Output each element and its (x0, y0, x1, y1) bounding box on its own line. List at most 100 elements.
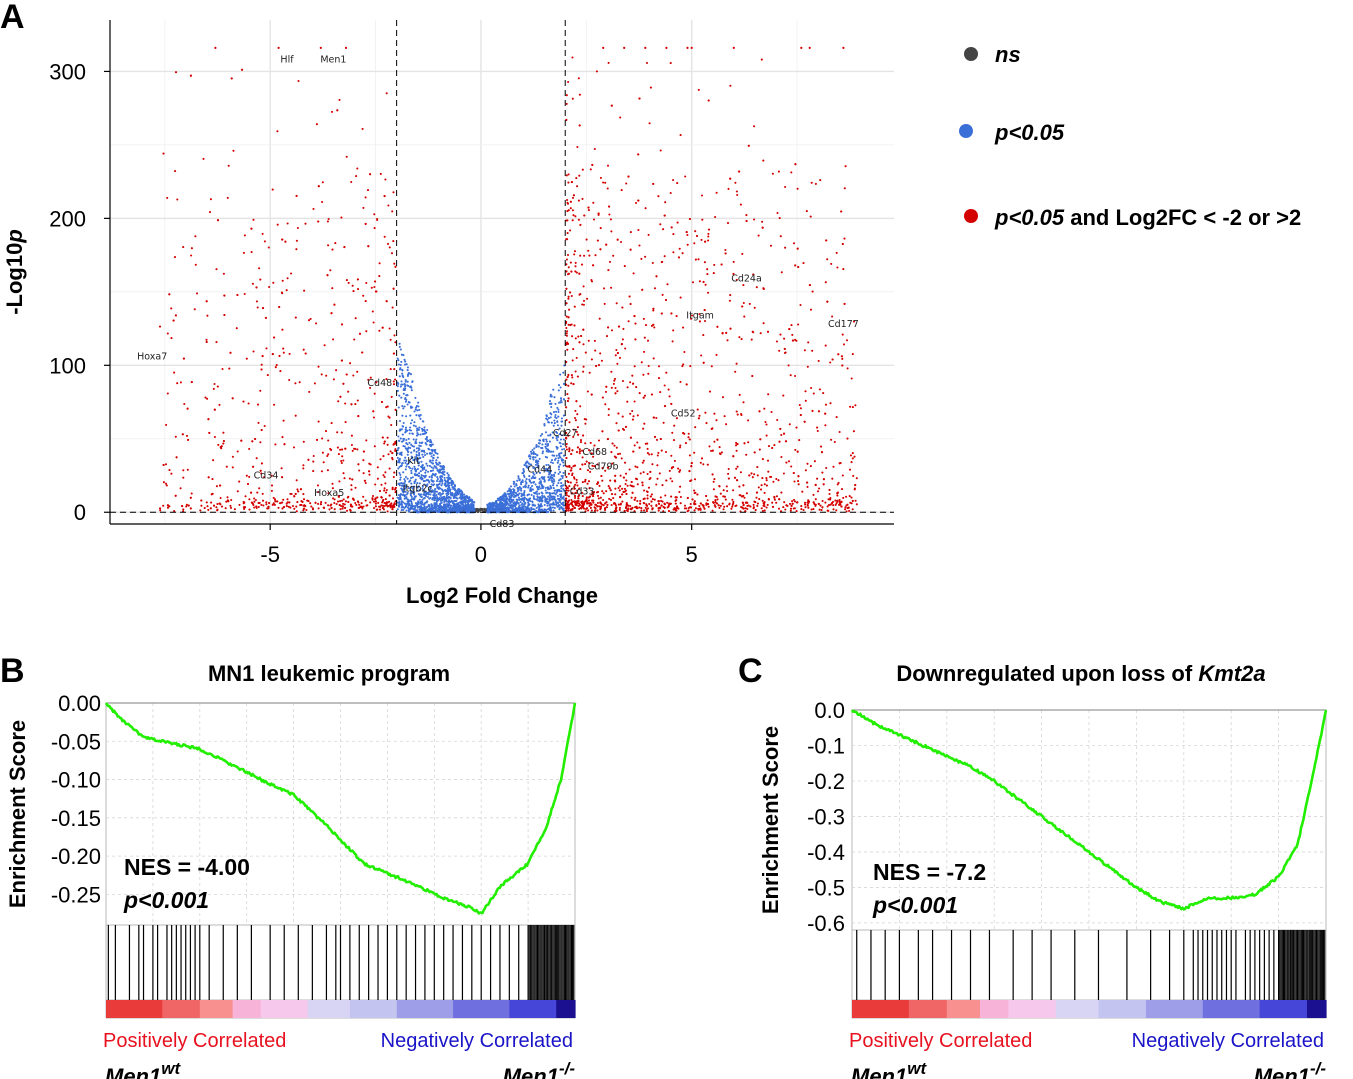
volcano-point-sig (398, 471, 401, 475)
volcano-point-sigfc (671, 466, 674, 469)
volcano-point-sigfc (587, 249, 590, 252)
volcano-point-sig (537, 460, 540, 463)
volcano-point-sigfc (185, 434, 189, 437)
volcano-point-sigfc (697, 88, 700, 91)
volcano-point-sigfc (248, 447, 251, 450)
volcano-point-sigfc (577, 335, 580, 338)
volcano-point-sigfc (568, 308, 571, 311)
volcano-point-sigfc (182, 469, 185, 472)
volcano-point-sigfc (827, 498, 830, 501)
volcano-point-sigfc (248, 475, 251, 478)
volcano-point-sig (557, 389, 560, 392)
volcano-point-sig (424, 495, 428, 498)
volcano-point-sigfc (384, 471, 387, 474)
volcano-point-sig (508, 487, 511, 490)
volcano-point-sigfc (653, 326, 656, 329)
volcano-point-sigfc (756, 504, 759, 507)
volcano-point-sigfc (832, 465, 835, 468)
volcano-point-sigfc (221, 367, 224, 371)
volcano-point-sigfc (368, 462, 371, 465)
volcano-point-sig (513, 503, 516, 506)
volcano-point-sig (530, 506, 533, 509)
volcano-point-sig (410, 469, 413, 472)
volcano-point-sig (547, 421, 551, 424)
volcano-point-sigfc (610, 370, 613, 373)
volcano-point-sigfc (794, 374, 797, 378)
volcano-point-sigfc (852, 474, 855, 477)
volcano-point-sig (431, 489, 434, 492)
volcano-point-sig (401, 490, 404, 493)
volcano-point-sig (399, 363, 402, 367)
volcano-point-sigfc (824, 403, 828, 406)
volcano-point-sigfc (220, 445, 223, 448)
volcano-point-sigfc (255, 457, 258, 460)
volcano-point-sigfc (817, 359, 820, 362)
volcano-point-sig (410, 482, 413, 485)
volcano-point-sigfc (720, 451, 723, 454)
volcano-point-sigfc (715, 419, 718, 422)
volcano-point-sigfc (602, 492, 605, 495)
volcano-point-sig (508, 496, 511, 500)
volcano-point-sig (527, 462, 530, 465)
volcano-point-sigfc (790, 171, 793, 174)
volcano-point-sigfc (225, 465, 228, 468)
volcano-point-sigfc (182, 476, 185, 479)
volcano-point-sigfc (836, 266, 839, 269)
volcano-point-sigfc (568, 464, 571, 467)
volcano-point-sigfc (215, 485, 218, 488)
volcano-point-sigfc (742, 301, 745, 305)
volcano-point-sigfc (669, 477, 672, 480)
volcano-point-sig (543, 423, 546, 426)
volcano-point-sigfc (770, 410, 773, 414)
volcano-point-sigfc (607, 408, 610, 411)
volcano-point-sigfc (327, 504, 330, 507)
volcano-point-sigfc (364, 196, 367, 199)
volcano-point-sig (560, 507, 564, 510)
volcano-point-sigfc (851, 457, 854, 460)
volcano-point-sigfc (260, 363, 263, 366)
volcano-point-sigfc (594, 254, 597, 257)
volcano-point-sigfc (763, 505, 766, 508)
volcano-point-sigfc (607, 485, 610, 488)
volcano-point-sigfc (807, 506, 810, 509)
volcano-point-sig (420, 495, 423, 499)
volcano-point-sig (506, 490, 509, 493)
volcano-point-sig (551, 436, 554, 439)
volcano-point-sig (397, 467, 400, 470)
volcano-point-sig (527, 465, 530, 468)
volcano-point-sig (538, 457, 541, 460)
volcano-point-sig (535, 485, 538, 488)
volcano-point-sig (406, 403, 409, 406)
volcano-point-sigfc (317, 507, 320, 510)
volcano-point-sigfc (610, 286, 613, 289)
volcano-point-sig (538, 482, 541, 485)
volcano-point-sig (404, 505, 408, 508)
volcano-point-sigfc (742, 504, 745, 507)
volcano-point-sig (449, 500, 452, 503)
volcano-point-sig (420, 506, 423, 509)
volcano-point-sig (539, 480, 542, 483)
volcano-point-sigfc (704, 411, 707, 414)
volcano-point-sig (533, 473, 536, 476)
volcano-point-sig (411, 503, 414, 507)
volcano-point-sig (533, 491, 536, 494)
volcano-point-sigfc (723, 415, 726, 418)
volcano-point-sigfc (366, 504, 369, 507)
volcano-point-sigfc (712, 272, 715, 275)
volcano-point-sigfc (383, 487, 386, 490)
volcano-point-sig (432, 456, 435, 460)
volcano-point-sig (541, 452, 544, 455)
volcano-point-sig (429, 493, 432, 496)
volcano-point-sig (560, 424, 563, 427)
volcano-point-sigfc (390, 252, 394, 255)
volcano-point-sig (404, 360, 407, 363)
volcano-point-sigfc (386, 501, 389, 504)
volcano-point-sigfc (566, 202, 570, 205)
volcano-point-sig (466, 505, 470, 508)
volcano-point-sig (406, 429, 409, 432)
volcano-point-sigfc (607, 61, 610, 64)
volcano-point-sigfc (851, 508, 854, 511)
volcano-point-sig (432, 454, 435, 457)
volcano-point-sigfc (633, 400, 636, 403)
volcano-point-sigfc (391, 497, 395, 500)
